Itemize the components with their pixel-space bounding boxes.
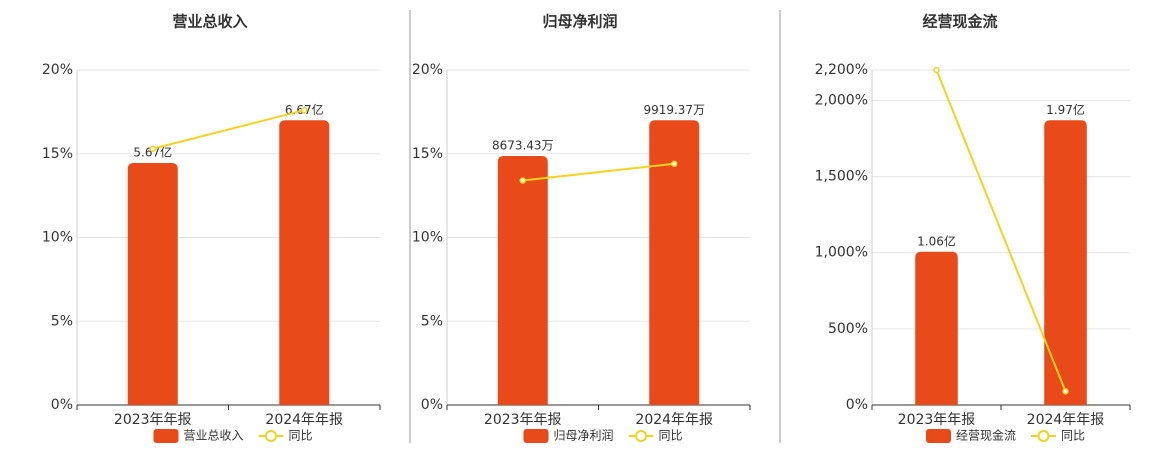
x-tick-label: 2024年年报 [265, 412, 343, 428]
bar [1044, 120, 1087, 405]
line-point [519, 177, 526, 184]
legend-swatch [926, 429, 951, 443]
value-label: 1.06亿 [917, 233, 956, 248]
legend-swatch [265, 430, 277, 442]
legend-label: 经营现金流 [956, 428, 1016, 443]
y-tick-label: 15% [412, 146, 443, 162]
legend-swatch [523, 429, 549, 443]
legend-label: 营业总收入 [184, 429, 244, 443]
line [935, 69, 1067, 392]
y-tick-label: 0% [421, 397, 443, 413]
line-point [301, 106, 308, 114]
x-tick-label: 2024年年报 [635, 412, 713, 428]
chart-title: 归母净利润 [542, 13, 617, 31]
legend-swatch [635, 430, 647, 442]
y-tick-label: 20% [412, 62, 443, 78]
y-tick-label: 15% [42, 146, 73, 162]
legend-swatch [153, 429, 179, 443]
y-tick-label: 2,000% [815, 92, 868, 108]
y-tick-label: 10% [42, 230, 73, 246]
y-tick-label: 0% [846, 397, 868, 413]
chart-title: 经营现金流 [922, 13, 997, 31]
y-tick-label: 5% [51, 313, 73, 329]
y-tick-label: 500% [828, 321, 868, 337]
x-tick-label: 2023年年报 [898, 412, 976, 428]
bar [915, 251, 958, 405]
legend-label: 同比 [659, 429, 683, 443]
legend-swatch [1037, 430, 1050, 442]
y-tick-label: 1,000% [815, 245, 868, 261]
line-point [149, 145, 156, 152]
value-label: 9919.37万 [643, 103, 705, 117]
bar [649, 120, 700, 405]
y-tick-label: 2,200% [815, 62, 868, 78]
x-tick-label: 2024年年报 [1027, 412, 1105, 428]
legend-label: 同比 [1061, 429, 1085, 443]
line [152, 109, 305, 150]
value-label: 1.97亿 [1046, 102, 1085, 117]
y-tick-label: 5% [421, 313, 443, 329]
line-point [671, 160, 678, 168]
chart-title: 营业总收入 [172, 13, 247, 31]
bar [279, 120, 330, 405]
line-point [1062, 388, 1069, 395]
line-point [933, 66, 940, 74]
value-label: 8673.43万 [492, 139, 554, 153]
y-tick-label: 1,500% [815, 169, 868, 185]
x-tick-label: 2023年年报 [114, 412, 192, 428]
line [522, 162, 675, 182]
legend-label: 归母净利润 [554, 429, 614, 443]
bar [497, 156, 548, 405]
legend-label: 同比 [289, 429, 313, 443]
bar [127, 162, 178, 405]
x-tick-label: 2023年年报 [484, 412, 562, 428]
y-tick-label: 20% [42, 62, 73, 78]
y-tick-label: 10% [412, 230, 443, 246]
y-tick-label: 0% [51, 397, 73, 413]
